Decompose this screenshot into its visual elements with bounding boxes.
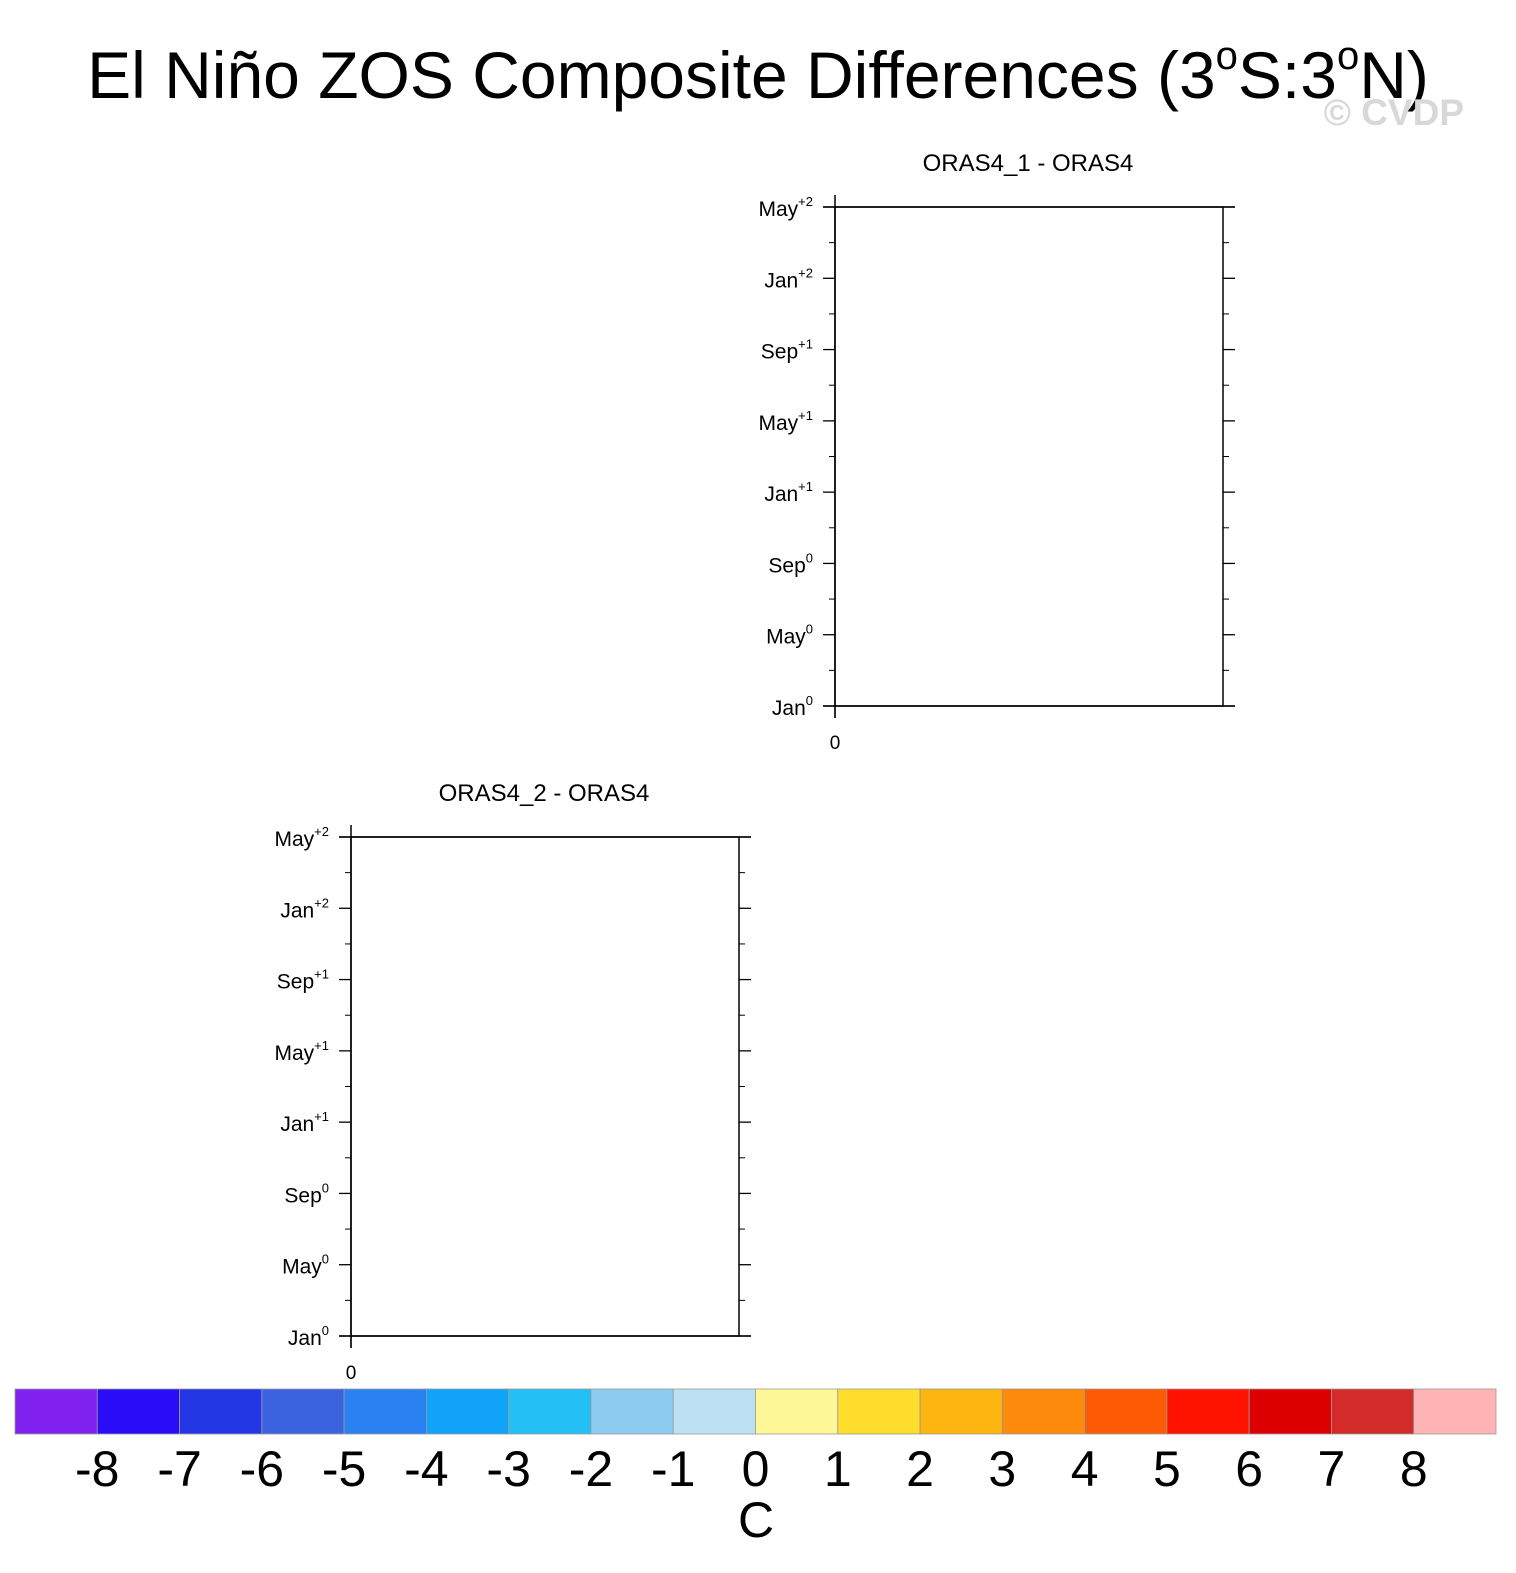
colorbar-label: 0 <box>742 1441 770 1497</box>
y-tick-label: May+2 <box>758 194 813 221</box>
y-tick-label: Sep0 <box>284 1180 329 1207</box>
panel-title-2: ORAS4_2 - ORAS4 <box>438 780 650 807</box>
colorbar-box <box>179 1388 263 1435</box>
colorbar-label: -8 <box>75 1441 119 1497</box>
colorbar-box <box>343 1388 427 1435</box>
plot-frame-2 <box>350 836 740 1337</box>
colorbar-box <box>1413 1388 1497 1435</box>
colorbar-box <box>14 1388 98 1435</box>
colorbar-label: 3 <box>988 1441 1016 1497</box>
colorbar-box <box>261 1388 345 1435</box>
colorbar-label: 6 <box>1235 1441 1263 1497</box>
colorbar-box <box>508 1388 592 1435</box>
colorbar-box <box>96 1388 180 1435</box>
x-tick-label: 0 <box>830 733 841 754</box>
plot-frame-1 <box>834 206 1224 707</box>
colorbar-label: 1 <box>824 1441 852 1497</box>
y-tick-label: May+1 <box>274 1038 329 1065</box>
colorbar-box <box>1084 1388 1168 1435</box>
colorbar-label: 4 <box>1071 1441 1099 1497</box>
y-tick-label: Jan+2 <box>764 265 813 292</box>
colorbar-label: -5 <box>322 1441 366 1497</box>
colorbar-unit: C <box>738 1492 774 1548</box>
colorbar-label: -6 <box>240 1441 284 1497</box>
colorbar-label: 8 <box>1400 1441 1428 1497</box>
y-tick-label: May0 <box>282 1252 329 1279</box>
colorbar-box <box>919 1388 1003 1435</box>
colorbar-label: 5 <box>1153 1441 1181 1497</box>
colorbar-box <box>1331 1388 1415 1435</box>
y-tick-label: Jan+1 <box>764 479 813 506</box>
colorbar-box <box>1248 1388 1332 1435</box>
y-tick-label: Jan+2 <box>280 895 329 922</box>
x-tick-label: 0 <box>346 1363 357 1384</box>
colorbar-box <box>672 1388 756 1435</box>
colorbar-label: -2 <box>569 1441 613 1497</box>
colorbar-box <box>755 1388 839 1435</box>
colorbar-label: -7 <box>157 1441 201 1497</box>
colorbar-label: -4 <box>404 1441 448 1497</box>
panel-title-1: ORAS4_1 - ORAS4 <box>922 150 1134 177</box>
y-tick-label: Jan+1 <box>280 1109 329 1136</box>
y-tick-label: May+2 <box>274 824 329 851</box>
colorbar-box <box>590 1388 674 1435</box>
y-tick-label: Sep+1 <box>277 967 329 994</box>
y-tick-label: May0 <box>766 622 813 649</box>
watermark: © CVDP <box>1323 92 1464 133</box>
colorbar-label: 2 <box>906 1441 934 1497</box>
colorbar-box <box>425 1388 510 1435</box>
colorbar-box <box>1001 1388 1086 1435</box>
page-title: El Niño ZOS Composite Differences (3oS:3… <box>87 34 1429 112</box>
colorbar-label: -3 <box>486 1441 530 1497</box>
y-tick-label: Sep0 <box>768 550 813 577</box>
y-tick-label: Sep+1 <box>761 337 813 364</box>
y-tick-label: Jan0 <box>772 693 813 720</box>
colorbar-label: -1 <box>651 1441 695 1497</box>
colorbar-box <box>837 1388 921 1435</box>
y-tick-label: May+1 <box>758 408 813 435</box>
y-tick-label: Jan0 <box>288 1323 329 1350</box>
colorbar-label: 7 <box>1318 1441 1346 1497</box>
colorbar-box <box>1166 1388 1250 1435</box>
